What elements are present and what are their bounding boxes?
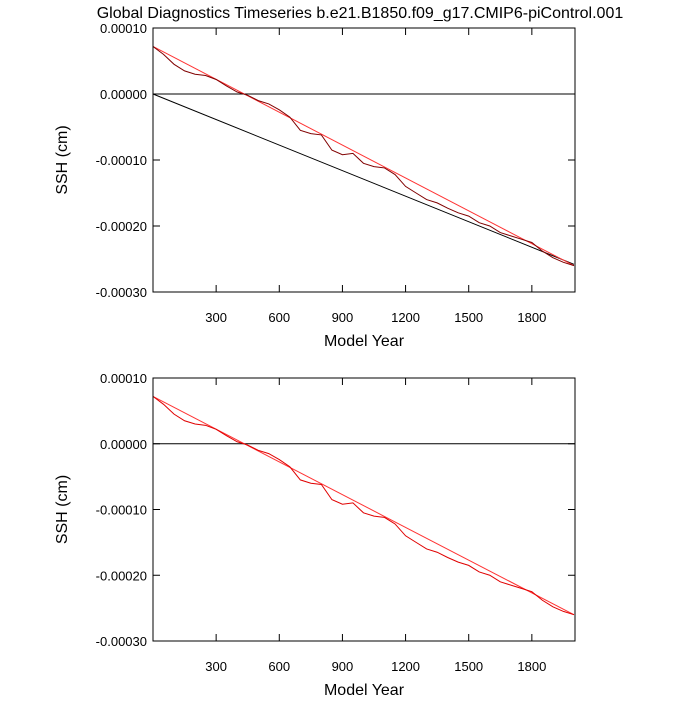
x-tick-label: 1200: [391, 659, 420, 674]
chart-title: Global Diagnostics Timeseries b.e21.B185…: [97, 5, 624, 22]
y-axis-label: SSH (cm): [54, 475, 71, 544]
y-tick-label: -0.00020: [96, 568, 147, 583]
x-tick-label: 1500: [454, 659, 483, 674]
series-line: [152, 93, 575, 265]
x-tick-label: 900: [332, 310, 354, 325]
panel: 0.00010 0.00000 -0.00010 -0.00020 -0.00030 30…: [54, 371, 576, 699]
y-axis-label: SSH (cm): [54, 125, 71, 194]
y-tick-label: 0.00010: [100, 371, 147, 386]
x-tick-label: 300: [205, 659, 227, 674]
x-tick-label: 1800: [517, 659, 546, 674]
x-axis-label: Model Year: [324, 333, 405, 350]
y-tick-label: 0.00000: [100, 437, 147, 452]
x-tick-label: 1200: [391, 310, 420, 325]
x-tick-label: 300: [205, 310, 227, 325]
y-tick-label: 0.00010: [100, 21, 147, 36]
y-tick-label: -0.00020: [96, 219, 147, 234]
series-line: [152, 395, 575, 616]
y-tick-label: -0.00030: [96, 634, 147, 649]
series-line: [152, 46, 575, 267]
y-tick-label: -0.00030: [96, 285, 147, 300]
x-tick-label: 600: [268, 310, 290, 325]
series-line: [152, 46, 575, 267]
y-tick-label: 0.00000: [100, 87, 147, 102]
x-tick-label: 600: [268, 659, 290, 674]
plot-frame: [152, 27, 576, 293]
series-line: [152, 396, 575, 616]
plot-frame: [152, 377, 576, 642]
y-tick-label: -0.00010: [96, 503, 147, 518]
x-tick-label: 900: [332, 659, 354, 674]
panel: Global Diagnostics Timeseries b.e21.B185…: [54, 5, 623, 350]
x-tick-label: 1800: [517, 310, 546, 325]
x-tick-label: 1500: [454, 310, 483, 325]
y-tick-label: -0.00010: [96, 153, 147, 168]
x-axis-label: Model Year: [324, 682, 405, 699]
